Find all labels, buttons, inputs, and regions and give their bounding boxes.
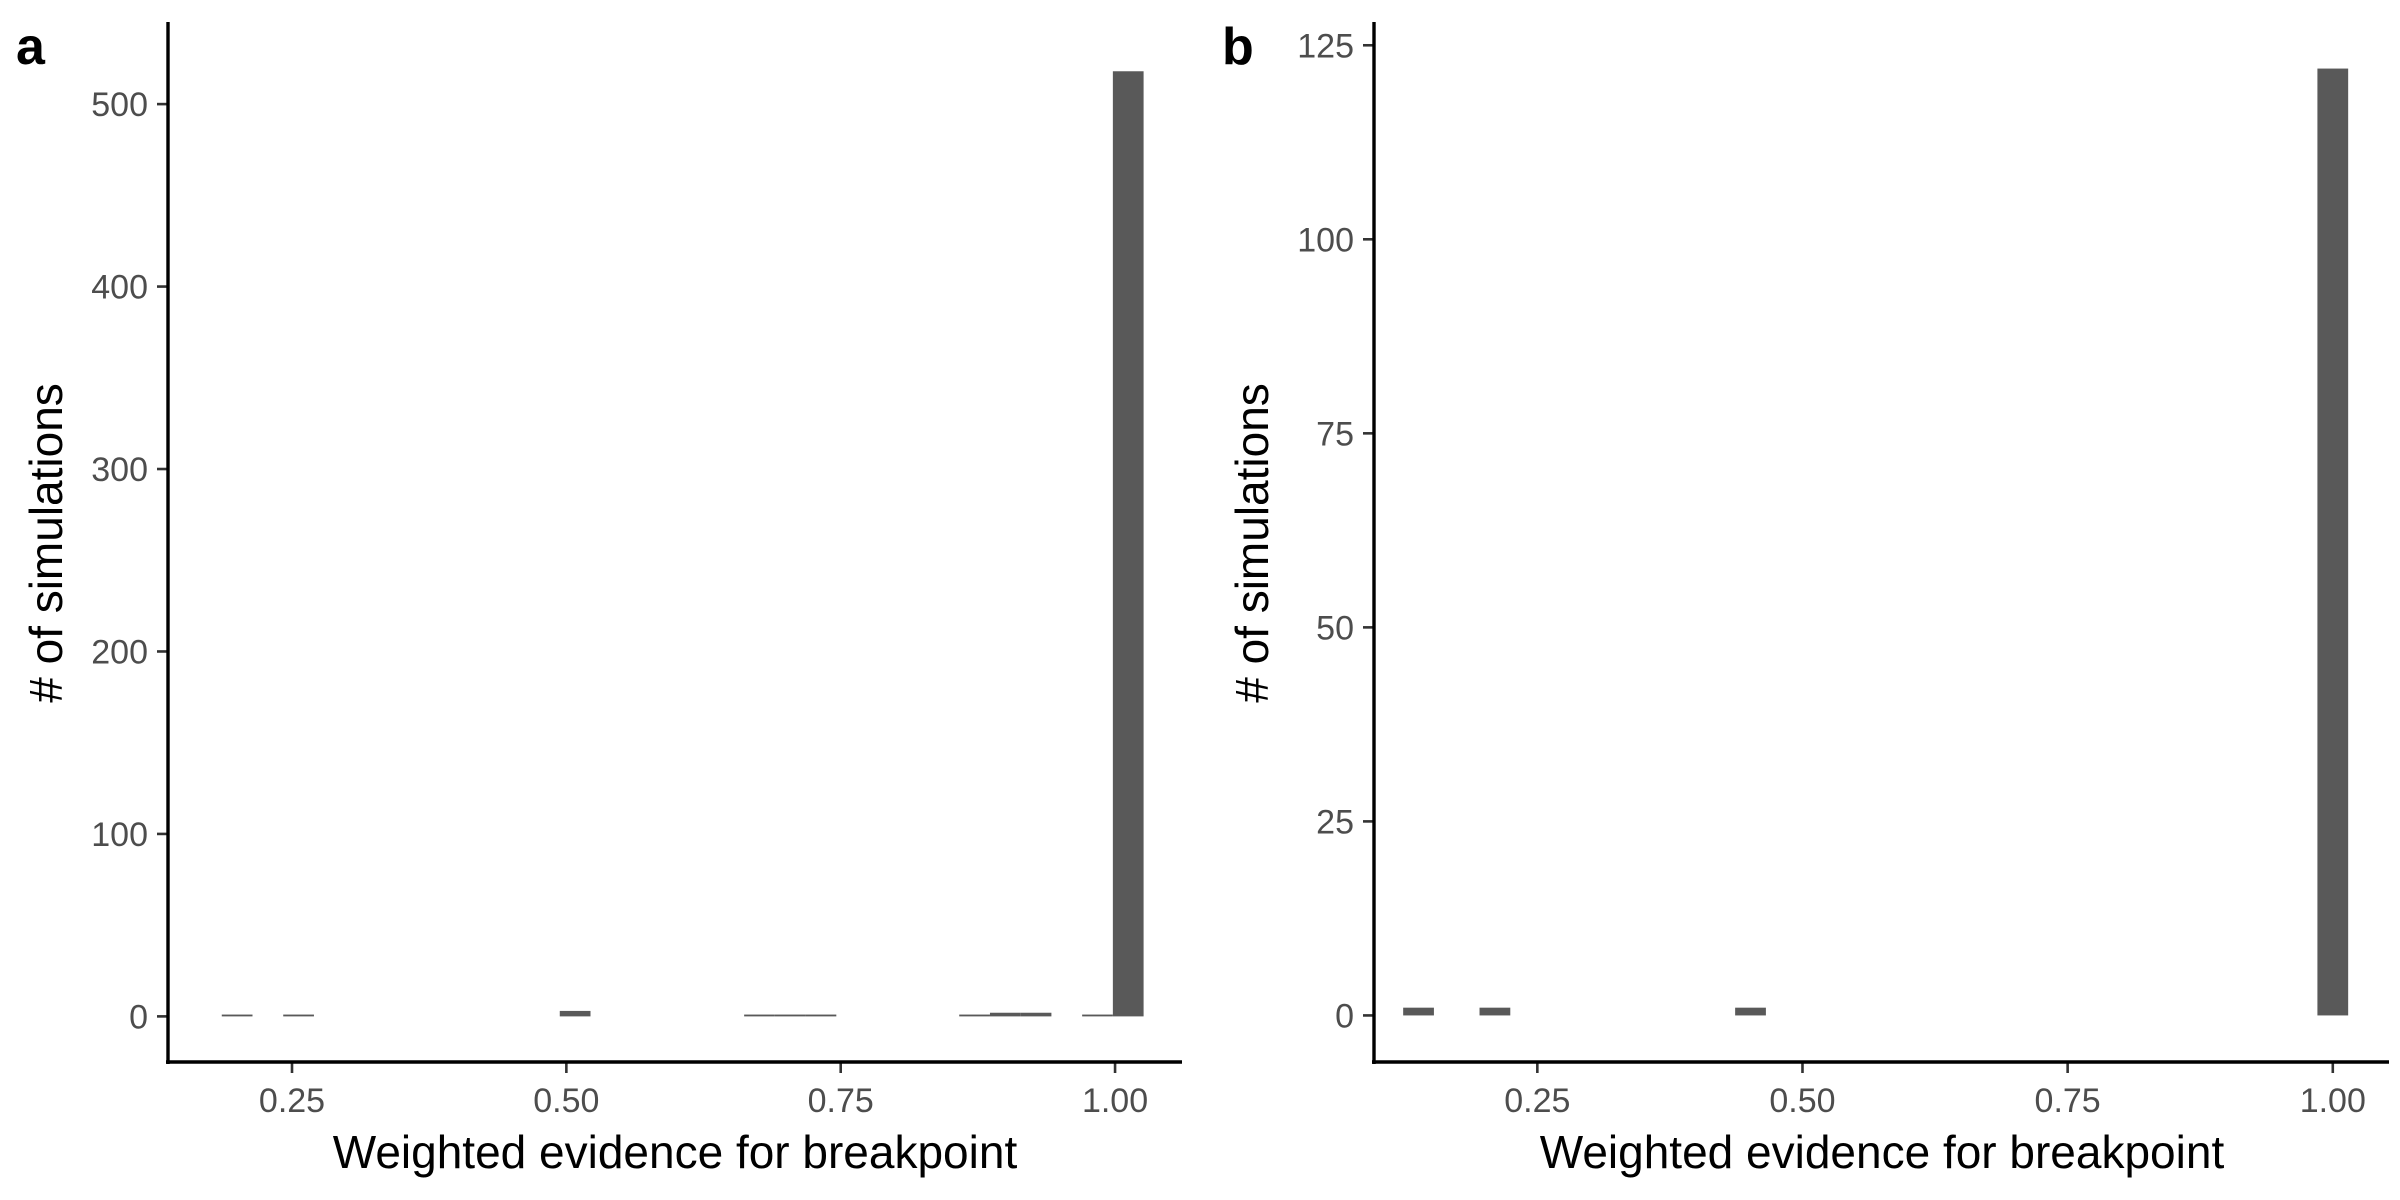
bar-b-2	[1735, 1007, 1766, 1016]
y-tick-label-b-3: 75	[1316, 415, 1354, 453]
y-tick-label-b-5: 125	[1297, 27, 1354, 65]
bars-b	[1403, 68, 2349, 1016]
y-tick-label-a-1: 100	[91, 816, 148, 854]
y-axis-title-a: # of simulations	[20, 383, 72, 703]
y-tick-label-a-3: 300	[91, 451, 148, 489]
bar-b-3	[2317, 68, 2349, 1016]
y-tick-label-a-5: 500	[91, 86, 148, 124]
panel-label-b: b	[1222, 18, 1254, 76]
bar-a-10	[1112, 71, 1144, 1017]
y-tick-label-b-2: 50	[1316, 609, 1354, 647]
bar-b-0	[1403, 1007, 1434, 1016]
y-tick-label-b-4: 100	[1297, 221, 1354, 259]
bar-a-7	[989, 1012, 1021, 1017]
bar-a-9	[1082, 1014, 1113, 1017]
panel-b: b # of simulations Weighted evidence for…	[1222, 18, 2389, 1178]
y-tick-label-b-0: 0	[1335, 997, 1354, 1035]
ticks-a: 0 100 200 300 400 500 0.25 0.50 0.75 1.00	[91, 86, 1148, 1120]
x-tick-label-b-1: 0.50	[1769, 1082, 1835, 1120]
bar-a-8	[1020, 1012, 1052, 1017]
x-tick-label-a-2: 0.75	[808, 1082, 874, 1120]
ticks-b: 0 25 50 75 100 125 0.25 0.50 0.75 1.00	[1297, 27, 2366, 1120]
bar-a-2	[559, 1010, 591, 1017]
bar-a-1	[283, 1014, 314, 1017]
y-tick-label-a-4: 400	[91, 269, 148, 307]
bar-a-0	[221, 1014, 253, 1017]
x-tick-label-a-1: 0.50	[533, 1082, 599, 1120]
y-axis-title-b: # of simulations	[1226, 383, 1278, 703]
bar-a-4	[774, 1014, 806, 1017]
x-tick-label-b-2: 0.75	[2035, 1082, 2101, 1120]
bar-a-6	[959, 1014, 990, 1017]
bars-a	[221, 71, 1144, 1017]
bar-a-5	[805, 1014, 837, 1017]
x-axis-title-a: Weighted evidence for breakpoint	[333, 1126, 1018, 1178]
panel-a: a # of simulations Weighted evidence for…	[16, 18, 1182, 1178]
x-tick-label-a-3: 1.00	[1082, 1082, 1148, 1120]
bar-b-1	[1479, 1007, 1511, 1016]
x-axis-title-b: Weighted evidence for breakpoint	[1540, 1126, 2225, 1178]
y-tick-label-a-2: 200	[91, 633, 148, 671]
x-tick-label-a-0: 0.25	[259, 1082, 325, 1120]
bar-a-3	[744, 1014, 775, 1017]
y-tick-label-a-0: 0	[129, 998, 148, 1036]
panel-label-a: a	[16, 18, 46, 76]
x-tick-label-b-3: 1.00	[2300, 1082, 2366, 1120]
y-tick-label-b-1: 25	[1316, 803, 1354, 841]
x-tick-label-b-0: 0.25	[1504, 1082, 1570, 1120]
